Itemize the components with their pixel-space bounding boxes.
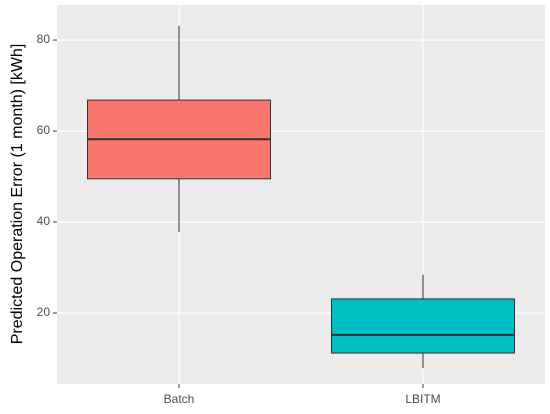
y-axis-label: Predicted Operation Error (1 month) [kWh… <box>9 44 26 345</box>
x-tick-label: LBITM <box>405 392 440 406</box>
box <box>331 298 515 354</box>
y-tick-label: 40 <box>37 214 51 228</box>
y-tick-label: 80 <box>37 32 51 46</box>
y-tick-label: 60 <box>37 123 51 137</box>
y-tick-label: 20 <box>37 305 51 319</box>
x-tick-label: Batch <box>164 392 195 406</box>
